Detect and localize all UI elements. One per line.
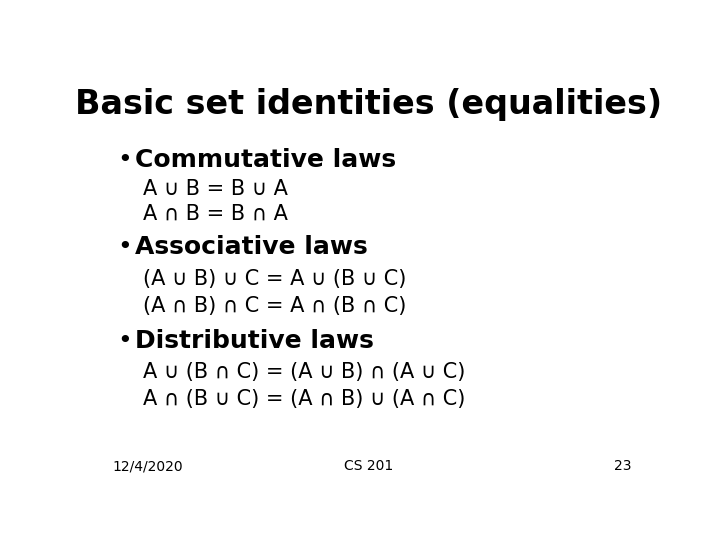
Text: A ∪ B = B ∪ A: A ∪ B = B ∪ A [143, 179, 288, 199]
Text: •: • [117, 235, 132, 259]
Text: Associative laws: Associative laws [135, 235, 367, 259]
Text: 12/4/2020: 12/4/2020 [112, 459, 183, 473]
Text: Distributive laws: Distributive laws [135, 329, 374, 353]
Text: A ∩ (B ∪ C) = (A ∩ B) ∪ (A ∩ C): A ∩ (B ∪ C) = (A ∩ B) ∪ (A ∩ C) [143, 389, 465, 409]
Text: Basic set identities (equalities): Basic set identities (equalities) [76, 87, 662, 120]
Text: A ∩ B = B ∩ A: A ∩ B = B ∩ A [143, 204, 288, 224]
Text: •: • [117, 329, 132, 353]
Text: (A ∪ B) ∪ C = A ∪ (B ∪ C): (A ∪ B) ∪ C = A ∪ (B ∪ C) [143, 268, 406, 288]
Text: •: • [117, 148, 132, 172]
Text: CS 201: CS 201 [344, 459, 394, 473]
Text: A ∪ (B ∩ C) = (A ∪ B) ∩ (A ∪ C): A ∪ (B ∩ C) = (A ∪ B) ∩ (A ∪ C) [143, 362, 465, 382]
Text: 23: 23 [613, 459, 631, 473]
Text: Commutative laws: Commutative laws [135, 148, 396, 172]
Text: (A ∩ B) ∩ C = A ∩ (B ∩ C): (A ∩ B) ∩ C = A ∩ (B ∩ C) [143, 295, 406, 315]
